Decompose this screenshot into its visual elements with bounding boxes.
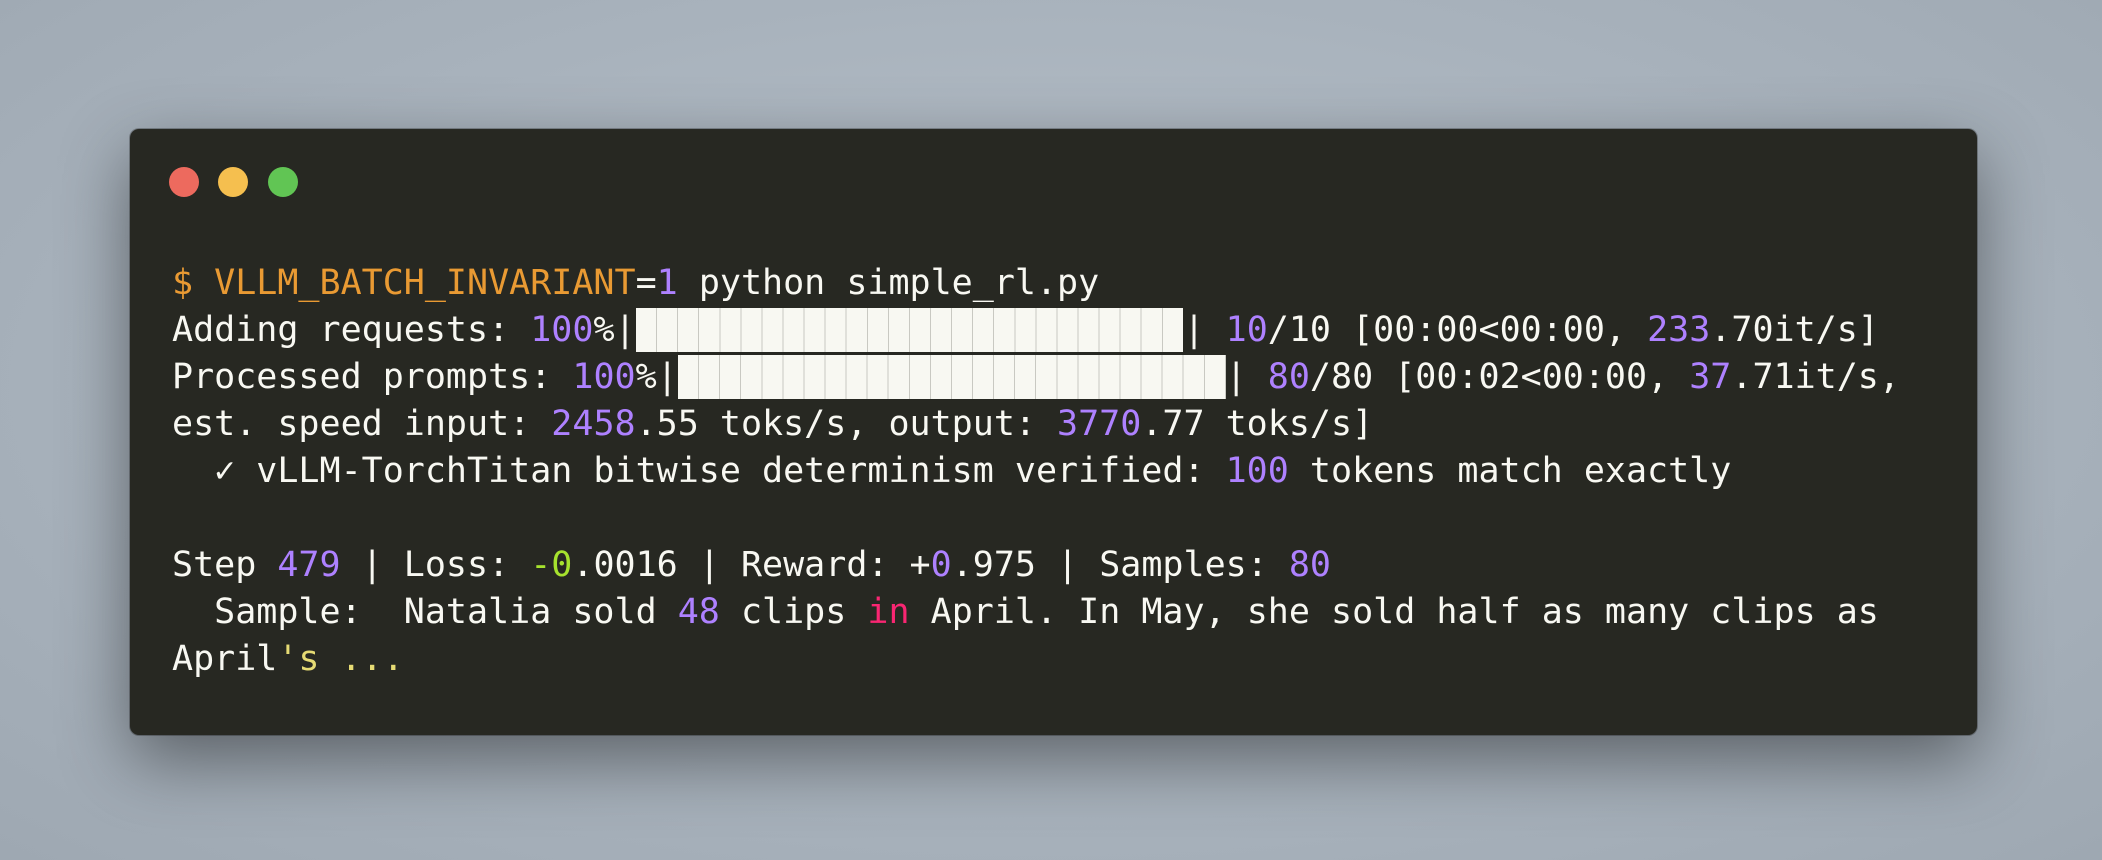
output-text: .77 toks/s] — [1141, 404, 1374, 444]
output-text: in — [867, 592, 910, 632]
output-text: tokens match exactly — [1288, 451, 1732, 491]
minimize-button[interactable] — [218, 167, 248, 197]
output-text: %| — [635, 357, 678, 397]
output-text: %| — [593, 310, 636, 350]
output-text: 3770 — [1057, 404, 1142, 444]
output-text: | — [1225, 357, 1268, 397]
close-button[interactable] — [169, 167, 199, 197]
output-text: -0 — [530, 545, 573, 585]
terminal-line: Step 479 | Loss: -0.0016 | Reward: +0.97… — [172, 542, 1957, 589]
output-text: clips — [719, 592, 868, 632]
terminal-line: Sample: Natalia sold 48 clips in April. … — [172, 589, 1957, 636]
output-text: 100 — [572, 357, 636, 397]
output-text: .975 | Samples: — [951, 545, 1289, 585]
terminal-line: est. speed input: 2458.55 toks/s, output… — [172, 401, 1957, 448]
output-text: ✓ vLLM-TorchTitan bitwise determinism ve… — [172, 451, 1226, 491]
progress-bar — [635, 308, 1184, 352]
output-text: 2458 — [551, 404, 636, 444]
output-text: 100 — [1225, 451, 1289, 491]
output-text: python simple_rl.py — [677, 263, 1100, 303]
output-text: 233 — [1647, 310, 1711, 350]
terminal-window: $ VLLM_BATCH_INVARIANT=1 python simple_r… — [130, 129, 1977, 735]
output-text: April. In May, she sold half as many cli… — [909, 592, 1879, 632]
output-text: est. speed input: — [172, 404, 552, 444]
output-text: 100 — [530, 310, 594, 350]
progress-bar — [677, 355, 1226, 399]
terminal-line: Processed prompts: 100%| | 80/80 [00:02<0… — [172, 354, 1957, 401]
output-text: Adding requests: — [172, 310, 531, 350]
output-text: Step — [172, 545, 278, 585]
output-text: 80 — [1288, 545, 1332, 585]
output-text: 48 — [677, 592, 720, 632]
output-text: Sample: Natalia sold — [172, 592, 678, 632]
output-text: 0 — [930, 545, 952, 585]
output-text: /80 [00:02<00:00, — [1309, 357, 1690, 397]
output-text: .71it/s, — [1731, 357, 1900, 397]
output-text: 's ... — [277, 639, 404, 679]
output-text: | Loss: — [340, 545, 531, 585]
output-text: = — [635, 263, 657, 303]
maximize-button[interactable] — [268, 167, 298, 197]
terminal-line: Adding requests: 100%| | 10/10 [00:00<00:… — [172, 307, 1957, 354]
terminal-output: $ VLLM_BATCH_INVARIANT=1 python simple_r… — [172, 260, 1957, 683]
output-text: 10 — [1225, 310, 1268, 350]
terminal-line: April's ... — [172, 636, 1957, 683]
output-text: | — [1183, 310, 1226, 350]
output-text: April — [172, 639, 278, 679]
output-text: .55 toks/s, output: — [635, 404, 1058, 444]
output-text: 80 — [1267, 357, 1310, 397]
terminal-line: ✓ vLLM-TorchTitan bitwise determinism ve… — [172, 448, 1957, 495]
output-text: 1 — [656, 263, 678, 303]
terminal-line — [172, 495, 1957, 542]
terminal-line: $ VLLM_BATCH_INVARIANT=1 python simple_r… — [172, 260, 1957, 307]
output-text: /10 [00:00<00:00, — [1267, 310, 1648, 350]
output-text: .70it/s] — [1710, 310, 1879, 350]
output-text: $ VLLM_BATCH_INVARIANT — [172, 263, 636, 303]
output-text: .0016 | Reward: + — [572, 545, 931, 585]
output-text: 479 — [277, 545, 341, 585]
output-text: Processed prompts: — [172, 357, 573, 397]
output-text: 37 — [1689, 357, 1732, 397]
